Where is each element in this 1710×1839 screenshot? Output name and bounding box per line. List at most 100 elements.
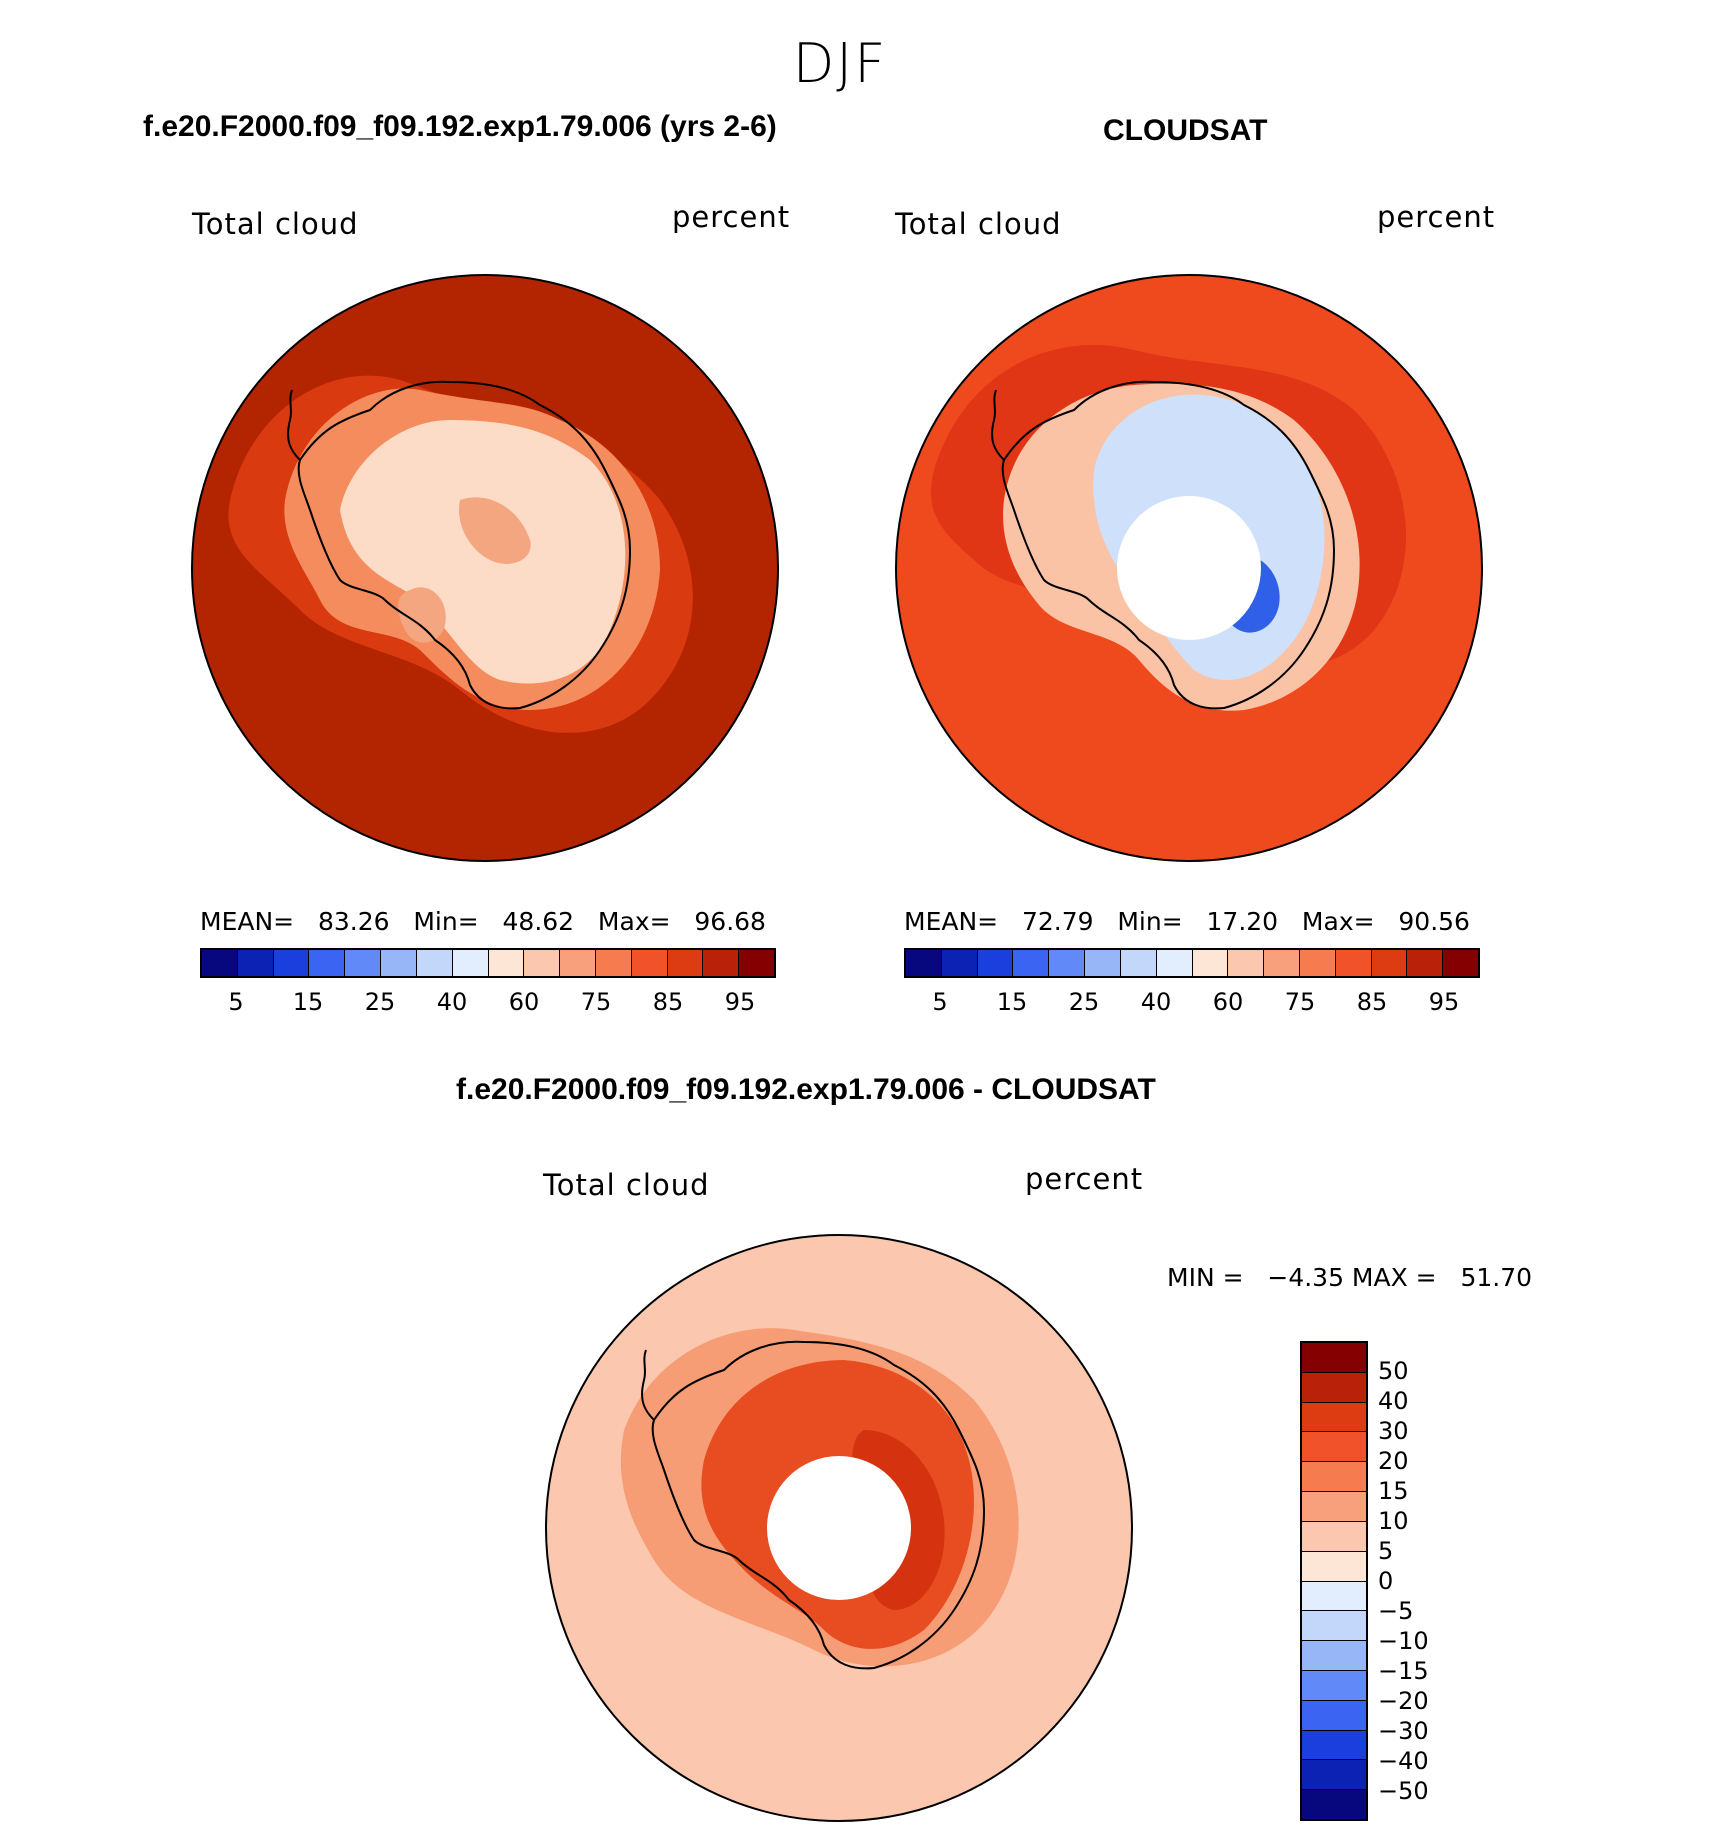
model-variable-label: Total cloud: [192, 207, 359, 241]
colorbar-tick-label: 15: [996, 988, 1028, 1016]
colorbar-tick-label: 40: [1140, 988, 1172, 1016]
diff-panel-title: f.e20.F2000.f09_f09.192.exp1.79.006 - CL…: [456, 1073, 1156, 1106]
model-inland-patch-1: [459, 497, 531, 564]
colorbar-swatch: [1302, 1790, 1366, 1819]
obs-pole-hole: [1117, 496, 1261, 640]
obs-colorbar-ticks: 5 15 25 40 60 75 85 95: [904, 988, 1480, 1018]
obs-panel-title: CLOUDSAT: [1103, 114, 1268, 147]
colorbar-tick-label: 10: [1378, 1507, 1409, 1535]
diff-colorbar: [1300, 1341, 1368, 1821]
colorbar-tick-label: 5: [932, 988, 948, 1016]
colorbar-swatch: [1302, 1670, 1366, 1701]
colorbar-swatch: [1156, 950, 1193, 976]
colorbar-tick-label: 5: [1378, 1537, 1394, 1565]
colorbar-swatch: [237, 950, 274, 976]
colorbar-swatch: [1302, 1462, 1366, 1493]
obs-peninsula: [991, 389, 1005, 461]
colorbar-tick-label: 85: [1356, 988, 1388, 1016]
model-stats: MEAN= 83.26 Min= 48.62 Max= 96.68: [200, 907, 766, 936]
colorbar-swatch: [1120, 950, 1157, 976]
model-coastline: [297, 380, 632, 710]
colorbar-swatch: [416, 950, 453, 976]
diff-minmax: MIN = −4.35 MAX = 51.70: [1167, 1263, 1533, 1292]
colorbar-swatch: [703, 950, 740, 976]
colorbar-swatch: [524, 950, 561, 976]
colorbar-tick-label: −50: [1378, 1777, 1429, 1805]
obs-variable-label: Total cloud: [895, 207, 1062, 241]
diff-polar-map: [545, 1234, 1133, 1822]
colorbar-swatch: [1443, 950, 1478, 976]
colorbar-tick-label: 95: [724, 988, 756, 1016]
colorbar-tick-label: 15: [292, 988, 324, 1016]
colorbar-swatch: [1299, 950, 1336, 976]
colorbar-swatch: [595, 950, 632, 976]
obs-coastline: [1001, 380, 1336, 710]
colorbar-swatch: [1302, 1492, 1366, 1522]
colorbar-tick-label: 40: [1378, 1387, 1409, 1415]
model-units-label: percent: [672, 200, 791, 234]
model-panel-title: f.e20.F2000.f09_f09.192.exp1.79.006 (yrs…: [143, 110, 777, 143]
colorbar-swatch: [1085, 950, 1121, 976]
colorbar-tick-label: −5: [1378, 1597, 1414, 1625]
colorbar-tick-label: 75: [1284, 988, 1316, 1016]
model-inland-patch-2: [398, 587, 446, 643]
colorbar-swatch: [1302, 1760, 1366, 1791]
model-colorbar-ticks: 5 15 25 40 60 75 85 95: [200, 988, 776, 1018]
colorbar-swatch: [1302, 1700, 1366, 1731]
colorbar-tick-label: 5: [228, 988, 244, 1016]
colorbar-swatch: [1302, 1611, 1366, 1642]
colorbar-swatch: [1371, 950, 1408, 976]
colorbar-swatch: [1192, 950, 1229, 976]
colorbar-tick-label: 50: [1378, 1357, 1409, 1385]
colorbar-tick-label: 30: [1378, 1417, 1409, 1445]
colorbar-tick-label: −20: [1378, 1687, 1429, 1715]
season-title: DJF: [792, 32, 888, 95]
colorbar-tick-label: 25: [1068, 988, 1100, 1016]
model-polar-map: [191, 274, 779, 862]
diff-variable-label: Total cloud: [543, 1168, 710, 1202]
colorbar-swatch: [631, 950, 668, 976]
colorbar-swatch: [906, 950, 942, 976]
model-colorbar: [200, 948, 776, 978]
diff-units-label: percent: [1025, 1162, 1144, 1196]
colorbar-tick-label: −10: [1378, 1627, 1429, 1655]
colorbar-swatch: [1335, 950, 1372, 976]
model-peninsula: [287, 389, 301, 461]
obs-polar-map: [895, 274, 1483, 862]
colorbar-tick-label: 75: [580, 988, 612, 1016]
colorbar-swatch: [452, 950, 489, 976]
colorbar-tick-label: 60: [508, 988, 540, 1016]
colorbar-tick-label: −15: [1378, 1657, 1429, 1685]
colorbar-tick-label: 95: [1428, 988, 1460, 1016]
colorbar-tick-label: −40: [1378, 1747, 1429, 1775]
colorbar-swatch: [1302, 1402, 1366, 1433]
colorbar-tick-label: 0: [1378, 1567, 1394, 1595]
colorbar-swatch: [1302, 1432, 1366, 1463]
colorbar-tick-label: 60: [1212, 988, 1244, 1016]
colorbar-swatch: [667, 950, 704, 976]
diff-colorbar-ticks: 50 40 30 20 15 10 5 0 −5 −10 −15 −20 −30 −40 −50: [1378, 1341, 1468, 1821]
colorbar-swatch: [739, 950, 774, 976]
colorbar-tick-label: 20: [1378, 1447, 1409, 1475]
colorbar-swatch: [941, 950, 978, 976]
colorbar-swatch: [1407, 950, 1444, 976]
colorbar-tick-label: 85: [652, 988, 684, 1016]
colorbar-swatch: [977, 950, 1014, 976]
obs-colorbar: [904, 948, 1480, 978]
colorbar-swatch: [1302, 1551, 1366, 1582]
colorbar-swatch: [345, 950, 382, 976]
diff-peninsula: [641, 1349, 655, 1421]
colorbar-swatch: [1302, 1343, 1366, 1373]
colorbar-swatch: [1302, 1372, 1366, 1403]
obs-stats: MEAN= 72.79 Min= 17.20 Max= 90.56: [904, 907, 1470, 936]
colorbar-swatch: [1228, 950, 1265, 976]
colorbar-swatch: [1302, 1521, 1366, 1552]
colorbar-swatch: [273, 950, 310, 976]
obs-units-label: percent: [1377, 200, 1496, 234]
colorbar-swatch: [1302, 1581, 1366, 1612]
colorbar-swatch: [1264, 950, 1300, 976]
colorbar-tick-label: 25: [364, 988, 396, 1016]
colorbar-swatch: [202, 950, 238, 976]
colorbar-swatch: [488, 950, 525, 976]
colorbar-tick-label: 15: [1378, 1477, 1409, 1505]
